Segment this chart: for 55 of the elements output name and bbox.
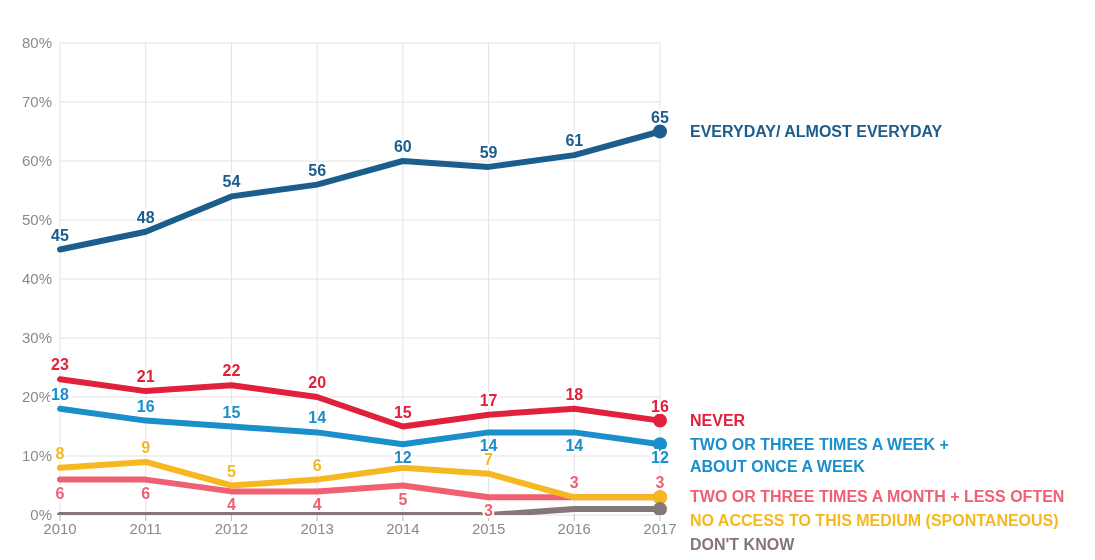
data-label: 18 xyxy=(565,385,584,403)
data-label: 8 xyxy=(55,444,65,462)
y-tick-label: 30% xyxy=(21,329,52,347)
x-tick-label: 2015 xyxy=(471,519,506,537)
y-tick-label: 80% xyxy=(21,34,52,52)
x-tick-label: 2014 xyxy=(386,519,420,537)
series-label: NEVER xyxy=(690,410,746,431)
data-label: 5 xyxy=(226,462,236,480)
data-label: 18 xyxy=(51,385,69,403)
data-label: 60 xyxy=(393,138,412,155)
data-label: 16 xyxy=(651,397,669,415)
data-label: 6 xyxy=(312,456,322,474)
y-tick-label: 40% xyxy=(21,270,52,288)
data-label: 20 xyxy=(308,374,327,391)
data-label: 15 xyxy=(222,403,241,421)
data-label: 12 xyxy=(393,449,412,467)
data-label: 14 xyxy=(565,437,584,455)
data-label: 3 xyxy=(569,474,579,492)
series-label: TWO OR THREE TIMES A MONTH + LESS OFTEN xyxy=(690,487,1065,508)
data-label: 3 xyxy=(655,474,665,492)
series-label: EVERYDAY/ ALMOST EVERYDAY xyxy=(690,121,943,142)
series-label: NO ACCESS TO THIS MEDIUM (SPONTANEOUS) xyxy=(690,511,1059,532)
y-tick-label: 50% xyxy=(21,211,52,229)
data-label: 6 xyxy=(141,484,151,502)
x-tick-label: 2017 xyxy=(643,519,677,537)
data-label: 22 xyxy=(222,362,241,380)
data-label: 45 xyxy=(51,226,69,244)
data-label: 5 xyxy=(398,490,408,508)
data-label: 65 xyxy=(651,108,669,126)
data-label: 16 xyxy=(136,397,155,415)
data-label: 61 xyxy=(565,132,584,150)
text: DON'T KNOW xyxy=(690,535,795,556)
data-label: 15 xyxy=(393,403,412,421)
data-label: 12 xyxy=(651,449,669,467)
x-tick-label: 2012 xyxy=(214,519,249,537)
series-label: TWO OR THREE TIMES A WEEK + ABOUT ONCE A WEEK xyxy=(690,434,949,477)
data-label: 56 xyxy=(308,161,327,179)
data-label: 17 xyxy=(479,391,498,409)
data-label: 14 xyxy=(308,409,327,427)
y-tick-label: 60% xyxy=(21,152,52,170)
data-label: 54 xyxy=(222,173,241,191)
data-label: 48 xyxy=(136,208,155,226)
y-tick-label: 70% xyxy=(21,93,52,111)
data-label: 7 xyxy=(484,450,494,468)
data-label: 9 xyxy=(141,438,151,456)
data-label: 59 xyxy=(479,143,498,161)
data-label: 6 xyxy=(55,484,65,502)
data-label: 4 xyxy=(226,496,236,514)
y-tick-label: 10% xyxy=(21,447,52,465)
data-label: 21 xyxy=(136,368,155,386)
data-label: 23 xyxy=(51,356,69,374)
x-tick-label: 2011 xyxy=(129,519,162,537)
x-tick-label: 2016 xyxy=(557,519,591,537)
x-tick-label: 2013 xyxy=(300,519,334,537)
data-label: 4 xyxy=(312,496,322,514)
